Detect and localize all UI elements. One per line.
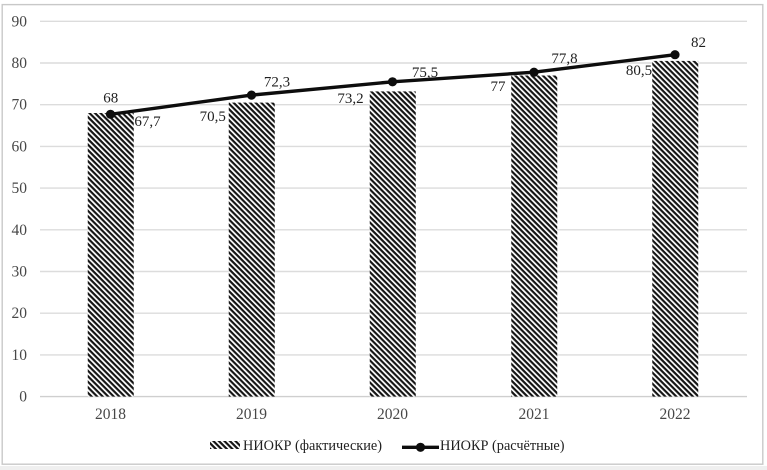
svg-text:60: 60 bbox=[12, 138, 28, 155]
svg-text:НИОКР (расчётные): НИОКР (расчётные) bbox=[440, 438, 565, 454]
svg-text:70: 70 bbox=[12, 97, 28, 114]
svg-text:2020: 2020 bbox=[377, 406, 408, 423]
svg-text:90: 90 bbox=[12, 13, 28, 30]
svg-text:2022: 2022 bbox=[660, 406, 691, 423]
svg-text:72,3: 72,3 bbox=[264, 74, 290, 90]
svg-text:2019: 2019 bbox=[236, 406, 267, 423]
svg-text:50: 50 bbox=[12, 180, 28, 197]
svg-text:20: 20 bbox=[12, 305, 28, 322]
svg-text:70,5: 70,5 bbox=[200, 109, 226, 125]
svg-text:80,5: 80,5 bbox=[626, 63, 652, 79]
svg-text:2021: 2021 bbox=[519, 406, 550, 423]
svg-text:77: 77 bbox=[491, 79, 507, 95]
svg-text:80: 80 bbox=[12, 55, 28, 72]
svg-text:НИОКР (фактические): НИОКР (фактические) bbox=[243, 438, 382, 454]
svg-text:77,8: 77,8 bbox=[551, 51, 577, 67]
svg-text:30: 30 bbox=[12, 264, 28, 281]
svg-text:75,5: 75,5 bbox=[412, 65, 438, 81]
svg-text:73,2: 73,2 bbox=[337, 91, 363, 107]
svg-text:82: 82 bbox=[691, 35, 706, 51]
svg-text:68: 68 bbox=[103, 90, 118, 106]
svg-text:2018: 2018 bbox=[95, 406, 126, 423]
svg-text:0: 0 bbox=[19, 389, 27, 406]
svg-text:10: 10 bbox=[12, 347, 28, 364]
svg-text:40: 40 bbox=[12, 222, 28, 239]
svg-text:67,7: 67,7 bbox=[134, 114, 161, 130]
